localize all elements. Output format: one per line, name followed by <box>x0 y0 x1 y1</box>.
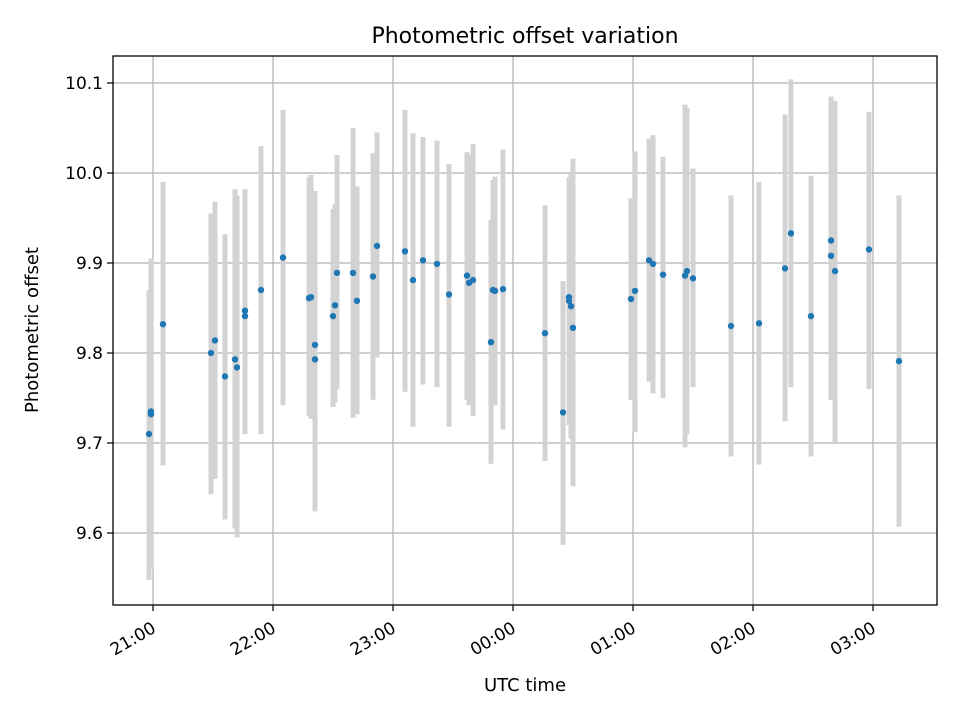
data-point <box>211 337 219 344</box>
data-point <box>541 330 549 337</box>
y-tick-label: 10.1 <box>65 74 103 94</box>
data-point <box>631 287 639 295</box>
data-point <box>311 341 319 349</box>
data-point <box>559 409 567 416</box>
data-point <box>333 269 341 277</box>
data-point <box>159 321 167 328</box>
data-point <box>241 307 249 314</box>
data-point <box>491 287 499 295</box>
data-point <box>659 271 667 278</box>
data-point <box>569 324 577 331</box>
data-point <box>827 252 835 259</box>
data-point <box>499 285 507 293</box>
data-point <box>487 339 495 346</box>
data-point <box>827 237 835 244</box>
data-point <box>463 272 471 279</box>
point-layer <box>145 230 903 438</box>
y-tick-label: 9.7 <box>76 434 103 454</box>
data-point <box>787 230 795 237</box>
data-point <box>331 302 339 309</box>
data-point <box>311 356 319 363</box>
data-point <box>349 269 357 277</box>
data-point <box>147 408 155 415</box>
data-point <box>807 312 815 320</box>
chart-title: Photometric offset variation <box>371 24 678 49</box>
data-point <box>831 267 839 275</box>
data-point <box>683 267 691 275</box>
data-point <box>445 291 453 298</box>
data-point <box>689 275 697 282</box>
y-tick-label: 9.9 <box>76 254 103 274</box>
data-point <box>567 303 575 310</box>
data-point <box>755 320 763 327</box>
data-point <box>207 349 215 357</box>
data-point <box>279 254 287 261</box>
data-point <box>727 322 735 330</box>
data-point <box>865 246 873 253</box>
data-point <box>257 286 265 294</box>
data-point <box>241 312 249 320</box>
y-tick-label: 9.6 <box>76 524 103 544</box>
y-tick-label: 10.0 <box>65 164 103 184</box>
data-point <box>373 242 381 250</box>
data-point <box>781 265 789 272</box>
data-point <box>329 312 337 320</box>
data-point <box>627 295 635 303</box>
data-point <box>469 276 477 284</box>
data-point <box>409 276 417 284</box>
data-point <box>231 356 239 363</box>
data-point <box>233 364 241 371</box>
y-axis-label: Photometric offset <box>22 247 43 413</box>
data-point <box>369 273 377 280</box>
data-point <box>221 373 229 380</box>
data-point <box>353 297 361 304</box>
data-point <box>401 248 409 255</box>
data-point <box>145 430 153 438</box>
data-point <box>565 297 573 304</box>
y-tick-label: 9.8 <box>76 344 103 364</box>
data-point <box>419 257 427 264</box>
data-point <box>649 260 657 268</box>
data-point <box>433 260 441 268</box>
data-point <box>307 294 315 301</box>
data-point <box>895 357 903 365</box>
x-axis-label: UTC time <box>484 675 566 696</box>
plot-frame <box>112 55 938 606</box>
